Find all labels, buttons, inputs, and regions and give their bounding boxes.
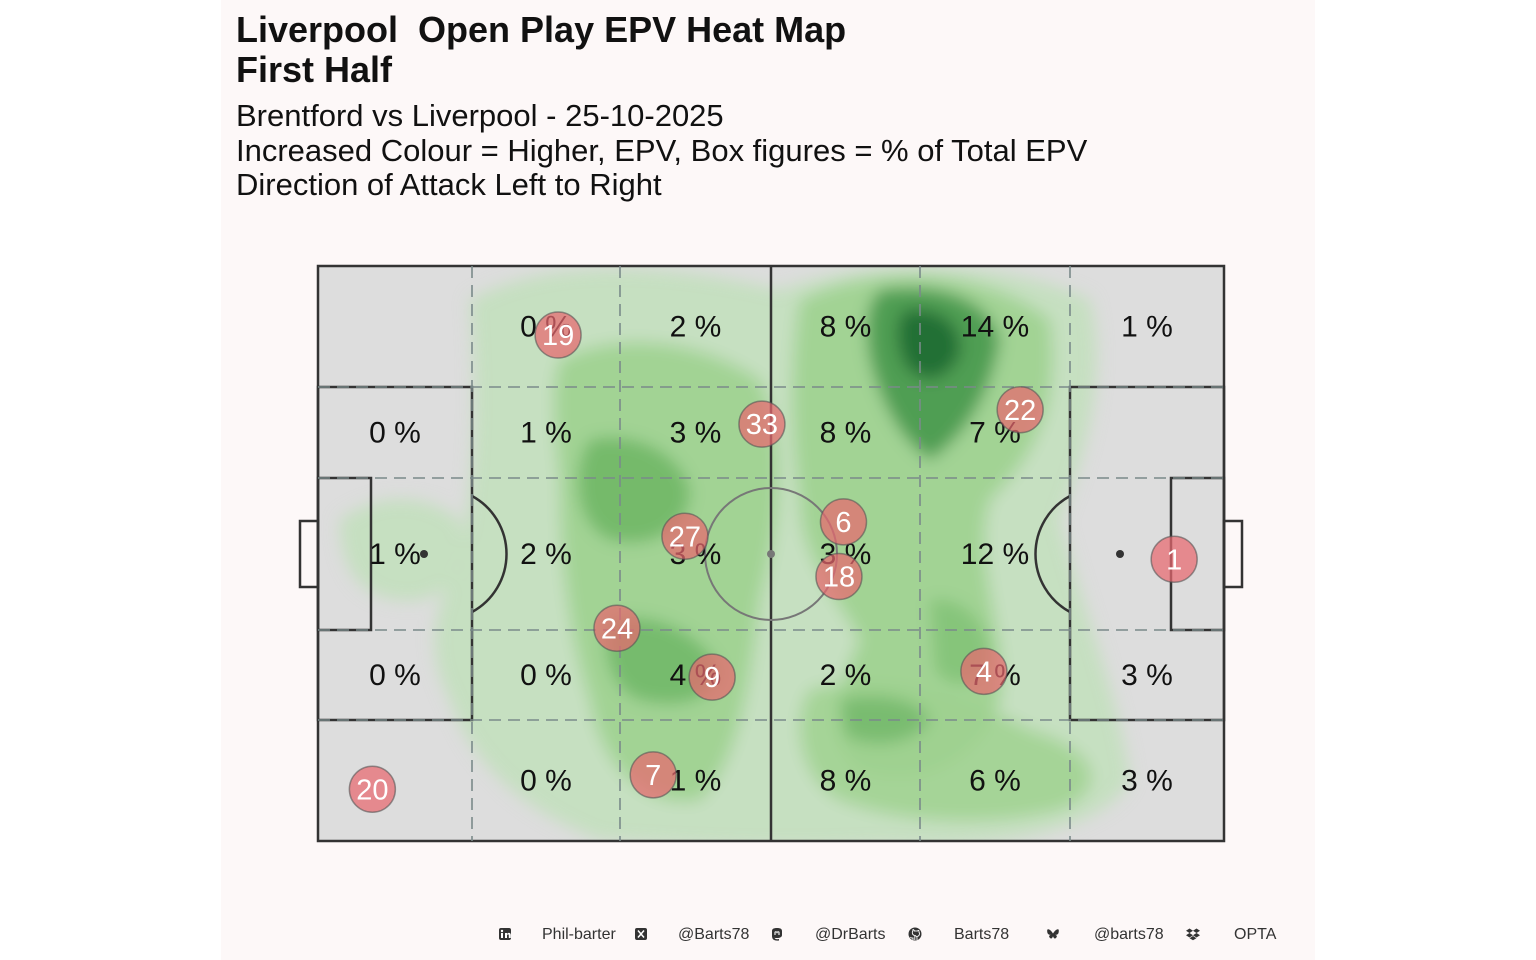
player-marker: 9	[688, 653, 736, 701]
player-marker: 1	[1150, 535, 1198, 583]
linkedin-icon	[498, 927, 512, 941]
right-penalty-spot	[1116, 550, 1124, 558]
zone-percent-label: 1 %	[1121, 311, 1173, 344]
player-marker: 27	[661, 512, 709, 560]
player-dot	[629, 751, 677, 799]
right-penalty-arc	[1034, 494, 1071, 614]
footer-credit-text: @DrBarts	[815, 926, 886, 943]
player-positions: 19 33 22 6 27 1 18 24 4 9 7 20	[348, 311, 1198, 813]
footer-credits: Phil-barter @Barts78 @DrBarts Barts78 @barts…	[0, 920, 1536, 950]
zone-percent-label: 8 %	[820, 417, 872, 450]
player-marker: 24	[593, 604, 641, 652]
zone-percent-label: 6 %	[969, 765, 1021, 798]
mastodon-icon	[770, 927, 784, 941]
bluesky-icon	[1046, 927, 1060, 941]
player-marker: 6	[819, 498, 868, 546]
zone-percent-label: 0 %	[520, 659, 572, 692]
zone-percent-label: 2 %	[820, 659, 872, 692]
player-number-label: 4	[976, 656, 992, 688]
player-marker: 4	[960, 647, 1008, 696]
player-marker: 33	[738, 400, 786, 448]
player-number-label: 1	[1166, 544, 1182, 576]
zone-percent-label: 1 %	[670, 765, 722, 798]
x-twitter-icon	[634, 927, 648, 941]
left-goal	[298, 519, 320, 589]
zone-percent-label: 3 %	[1121, 659, 1173, 692]
player-dot	[593, 604, 641, 652]
left-penalty-arc	[471, 494, 508, 614]
zone-percent-label: 0 %	[369, 659, 421, 692]
footer-credit-text: Phil-barter	[542, 926, 616, 943]
zone-percent-label: 14 %	[961, 311, 1029, 344]
github-icon	[908, 927, 922, 941]
player-dot	[996, 386, 1044, 434]
player-number-label: 6	[835, 507, 851, 539]
chart-title: Liverpool Open Play EPV Heat Map First H…	[236, 9, 847, 90]
player-number-label: 18	[823, 562, 855, 594]
player-number-label: 33	[746, 409, 778, 441]
player-dot	[815, 552, 863, 601]
zone-grid	[318, 266, 1224, 841]
footer-credit-text: OPTA	[1234, 926, 1277, 943]
footer-credit-text: Barts78	[954, 926, 1010, 943]
zone-percent-label: 8 %	[820, 765, 872, 798]
player-dot	[348, 765, 397, 813]
footer-credit-text: @Barts78	[678, 926, 750, 943]
dropbox-icon	[1186, 927, 1200, 941]
zone-percent-label: 2 %	[520, 538, 572, 571]
player-number-label: 9	[704, 662, 720, 694]
chart-subtitle: Brentford vs Liverpool - 25-10-2025 Incr…	[236, 98, 1088, 202]
zone-percent-label: 2 %	[670, 311, 722, 344]
right-goal	[1222, 519, 1244, 589]
heat-blob	[578, 437, 690, 543]
player-marker: 7	[629, 751, 677, 799]
player-marker: 22	[996, 386, 1044, 434]
player-dot	[960, 647, 1008, 696]
footer-credit-text: @barts78	[1094, 926, 1164, 943]
zone-percent-label: 1 %	[520, 417, 572, 450]
heat-blob	[897, 309, 961, 379]
centre-spot	[767, 550, 775, 558]
player-number-label: 22	[1004, 395, 1036, 427]
player-dot	[534, 311, 582, 359]
player-number-label: 24	[601, 613, 633, 645]
player-number-label: 27	[669, 521, 701, 553]
player-number-label: 19	[542, 320, 574, 352]
zone-percent-label: 12 %	[961, 538, 1029, 571]
player-dot	[661, 512, 709, 560]
player-number-label: 7	[645, 760, 661, 792]
player-marker: 19	[534, 311, 582, 359]
zone-percent-labels: 0 %2 %8 %14 %1 %0 %1 %3 %8 %7 %1 %2 %3 %…	[369, 311, 1173, 798]
zone-percent-label: 1 %	[369, 538, 421, 571]
player-number-label: 20	[356, 774, 388, 806]
zone-percent-label: 8 %	[820, 311, 872, 344]
player-dot	[738, 400, 786, 448]
zone-percent-label: 0 %	[520, 765, 572, 798]
zone-percent-label: 0 %	[369, 417, 421, 450]
left-penalty-spot	[420, 550, 428, 558]
player-marker: 18	[815, 552, 863, 601]
player-dot	[1150, 535, 1198, 583]
player-marker: 20	[348, 765, 397, 813]
heat-blob	[840, 696, 930, 744]
zone-percent-label: 3 %	[1121, 765, 1173, 798]
zone-percent-label: 3 %	[670, 417, 722, 450]
player-dot	[819, 498, 868, 546]
player-dot	[688, 653, 736, 701]
